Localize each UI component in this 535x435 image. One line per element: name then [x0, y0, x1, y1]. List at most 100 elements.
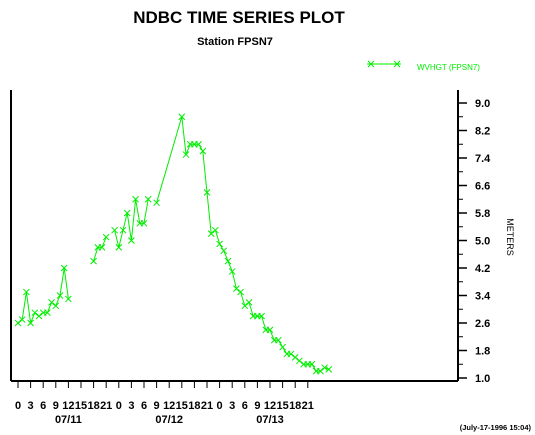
data-point	[52, 302, 60, 310]
x-tick-label: 0	[116, 400, 122, 412]
data-point	[291, 354, 299, 361]
data-point	[258, 312, 265, 320]
data-point	[275, 336, 282, 344]
data-point	[153, 199, 160, 207]
date-label: 07/13	[256, 414, 284, 426]
data-point	[279, 343, 286, 351]
data-point	[23, 288, 30, 296]
data-point	[321, 364, 328, 372]
x-tick-label: 3	[229, 400, 235, 412]
legend-label: WVHGT (FPSN7)	[417, 63, 480, 72]
chart-title: NDBC TIME SERIES PLOT	[133, 8, 345, 27]
data-point	[237, 288, 244, 296]
data-point	[56, 292, 64, 299]
data-point	[220, 247, 228, 255]
data-point	[44, 309, 51, 317]
data-point	[90, 257, 97, 265]
data-point	[132, 195, 139, 203]
date-label: 07/11	[55, 414, 82, 426]
data-point	[18, 316, 26, 323]
y-tick-label: 7.4	[475, 153, 491, 165]
data-point	[65, 295, 72, 303]
data-point	[140, 219, 148, 227]
data-point	[35, 312, 43, 320]
series-line	[156, 116, 329, 372]
data-point	[14, 319, 22, 327]
x-tick-label: 0	[217, 400, 223, 412]
y-tick-label: 1.8	[475, 346, 490, 358]
y-tick-label: 2.6	[475, 318, 490, 330]
series-line	[17, 267, 69, 325]
x-tick-label: 12	[163, 400, 175, 412]
data-point	[317, 367, 324, 375]
x-tick-label: 9	[254, 400, 260, 412]
x-tick-label: 18	[87, 400, 99, 412]
x-tick-label: 9	[53, 400, 59, 412]
x-tick-label: 6	[242, 400, 248, 412]
x-tick-label: 3	[28, 400, 34, 412]
data-point	[60, 264, 68, 272]
data-point	[195, 140, 202, 148]
date-label: 07/12	[155, 414, 183, 426]
x-tick-label: 12	[264, 400, 276, 412]
x-tick-label: 15	[176, 400, 188, 412]
data-point	[296, 357, 303, 365]
x-tick-label: 15	[75, 400, 87, 412]
data-point	[119, 226, 127, 234]
legend: WVHGT (FPSN7)	[367, 60, 480, 72]
data-point	[144, 195, 152, 203]
data-point	[182, 151, 190, 158]
data-point	[233, 285, 240, 292]
data-point	[102, 233, 110, 241]
x-tick-label: 18	[188, 400, 200, 412]
x-tick-label: 21	[302, 400, 314, 412]
x-tick-label: 6	[40, 400, 46, 412]
data-point	[48, 299, 55, 306]
x-tick-label: 15	[276, 400, 288, 412]
legend-marker	[367, 60, 375, 68]
x-tick-label: 18	[289, 400, 301, 412]
data-point	[224, 257, 232, 265]
data-point	[203, 189, 211, 196]
x-tick-label: 9	[154, 400, 160, 412]
data-point	[325, 366, 333, 373]
y-tick-label: 5.0	[475, 236, 490, 248]
x-tick-label: 6	[141, 400, 147, 412]
data-point	[266, 326, 274, 334]
data-point	[216, 240, 223, 248]
chart-subtitle: Station FPSN7	[197, 36, 273, 48]
data-point	[308, 360, 316, 368]
y-tick-label: 9.0	[475, 98, 490, 110]
data-point	[123, 209, 131, 217]
y-axis-label: METERS	[505, 218, 515, 256]
y-tick-label: 3.4	[475, 291, 491, 303]
x-tick-label: 3	[128, 400, 134, 412]
data-point	[228, 268, 236, 275]
y-tick-label: 6.6	[475, 181, 490, 193]
x-tick-label: 0	[15, 400, 21, 412]
x-tick-label: 21	[100, 400, 112, 412]
data-point	[27, 319, 34, 327]
data-point	[241, 302, 249, 310]
y-tick-label: 4.2	[475, 263, 490, 275]
data-point	[128, 237, 135, 244]
series-line	[93, 236, 107, 262]
data-point	[115, 244, 123, 251]
data-point	[245, 299, 253, 306]
timestamp-label: (July-17-1996 15:04)	[460, 423, 532, 432]
x-tick-label: 21	[201, 400, 213, 412]
data-point	[98, 244, 106, 251]
data-point	[287, 350, 295, 358]
x-tick-label: 12	[62, 400, 74, 412]
y-tick-label: 1.0	[475, 373, 490, 385]
data-point	[111, 226, 118, 234]
data-point	[31, 309, 39, 317]
data-point	[212, 226, 219, 234]
y-tick-label: 5.8	[475, 208, 490, 220]
data-point	[207, 230, 215, 237]
data-point	[178, 113, 186, 121]
legend-marker	[393, 60, 401, 68]
y-tick-label: 8.2	[475, 126, 490, 138]
data-point	[199, 147, 207, 155]
